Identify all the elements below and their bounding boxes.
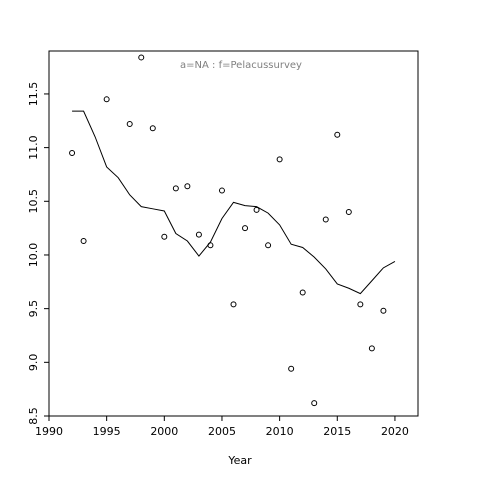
y-tick-label: 10.5 [27, 189, 40, 214]
x-tick-label: 1990 [35, 425, 63, 438]
x-tick-label: 1995 [93, 425, 121, 438]
x-tick-label: 2005 [208, 425, 236, 438]
data-point [299, 289, 306, 296]
data-point [80, 238, 87, 245]
data-point [172, 185, 179, 192]
y-tick-label: 8.5 [27, 407, 40, 425]
data-point [345, 209, 352, 216]
x-tick-label: 2020 [381, 425, 409, 438]
data-point [380, 307, 387, 314]
data-point [265, 242, 272, 249]
data-point [161, 233, 168, 240]
data-point [69, 149, 76, 156]
data-point [368, 345, 375, 352]
data-point [311, 400, 318, 407]
y-tick-label: 11.5 [27, 82, 40, 107]
data-point [126, 121, 133, 127]
data-point [322, 216, 329, 223]
data-point [149, 125, 156, 132]
x-tick-label: 2015 [323, 425, 351, 438]
series-layer [69, 54, 396, 407]
data-point [184, 183, 191, 190]
y-tick-label: 9.5 [27, 300, 40, 318]
x-tick-label: 2000 [150, 425, 178, 438]
data-point [230, 301, 237, 308]
data-point [357, 301, 364, 308]
data-point [195, 231, 202, 238]
smoothed-trend-line [72, 110, 396, 295]
data-point [138, 54, 145, 61]
y-tick-label: 9.0 [27, 354, 40, 372]
data-point [103, 96, 110, 103]
data-point [288, 365, 295, 372]
y-axis: 8.5 9.0 9.5 10.0 10.5 11.0 11.5 [27, 82, 49, 425]
annotation-label: a=NA : f=Pelacussurvey [180, 60, 302, 71]
x-tick-label: 2010 [266, 425, 294, 438]
x-axis: 1990 1995 2000 2005 2010 2015 2020 [35, 416, 409, 438]
data-point [334, 131, 341, 138]
x-axis-title: Year [227, 454, 252, 467]
data-point [276, 156, 283, 163]
y-tick-label: 10.0 [27, 243, 40, 268]
data-point [218, 187, 225, 194]
data-point [253, 206, 260, 213]
plot-frame [48, 50, 419, 417]
data-point [242, 225, 249, 232]
y-tick-label: 11.0 [27, 135, 40, 160]
